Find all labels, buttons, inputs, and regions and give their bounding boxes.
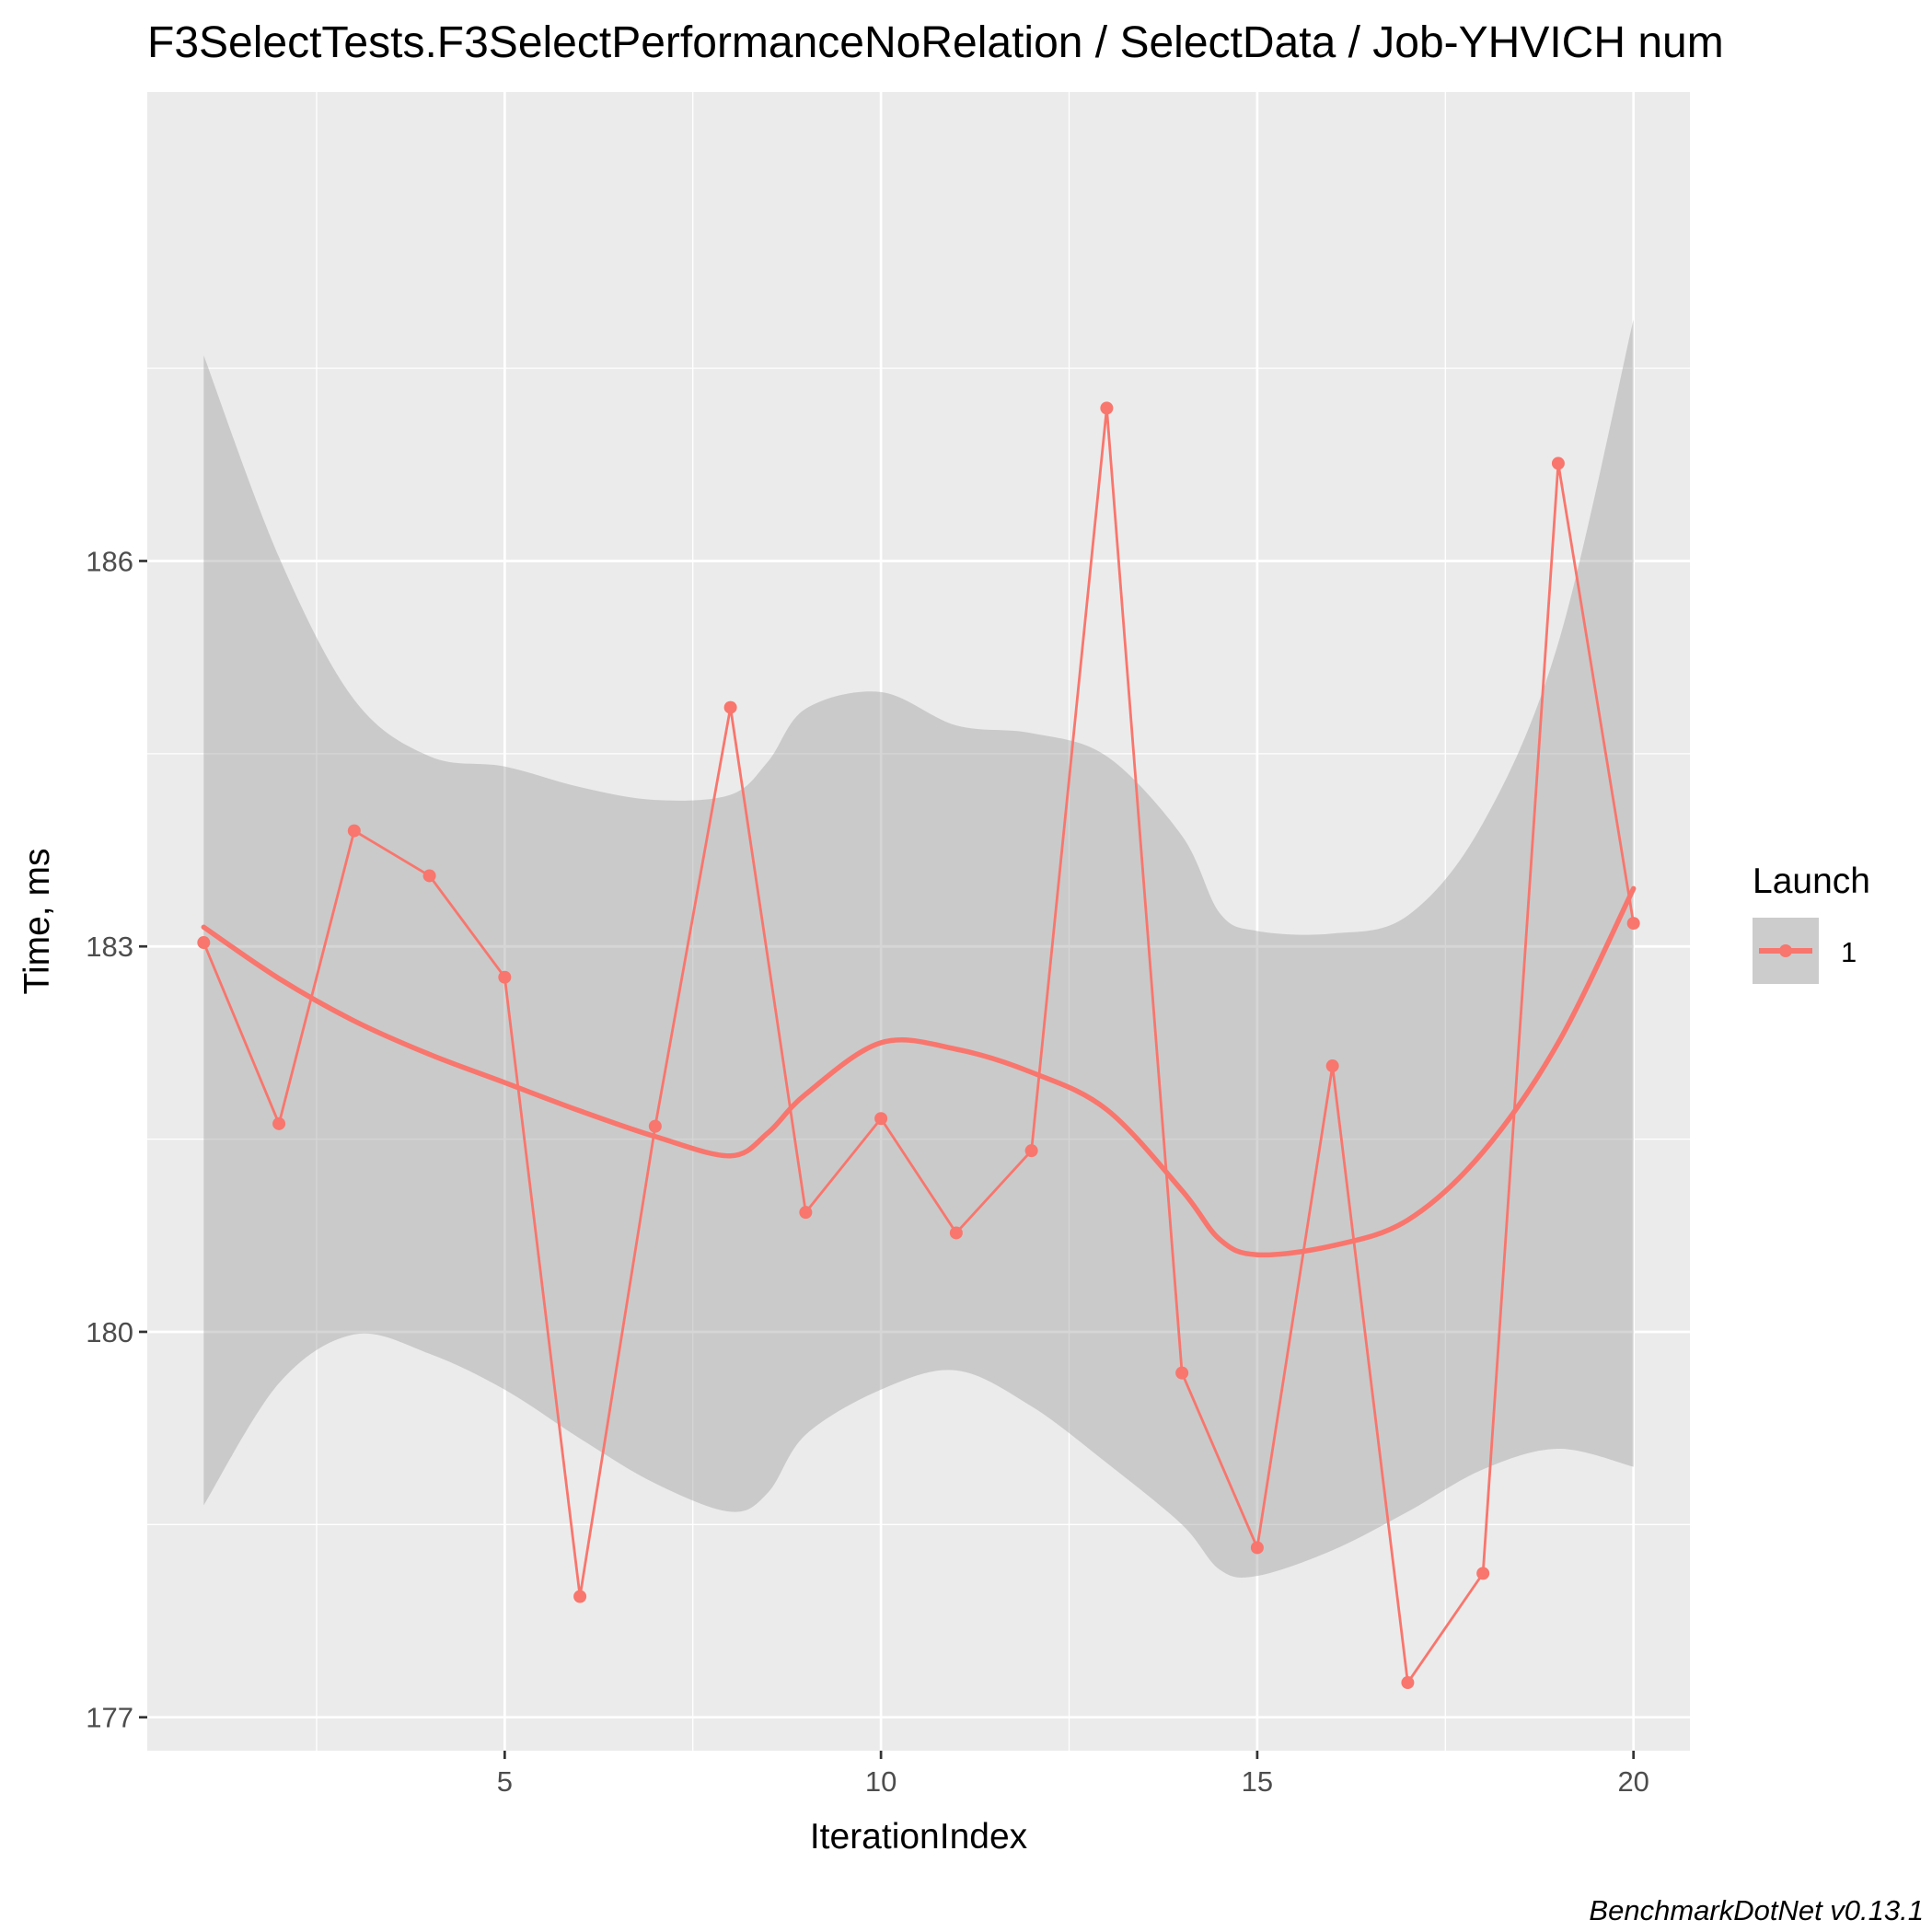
data-point [799, 1206, 813, 1220]
x-tick-label: 10 [865, 1765, 897, 1798]
data-point [1551, 457, 1565, 470]
legend-label: 1 [1841, 936, 1857, 968]
y-tick-label: 180 [86, 1316, 133, 1348]
data-point [1476, 1567, 1490, 1580]
chart-title: F3SelectTests.F3SelectPerformanceNoRelat… [147, 18, 1724, 67]
data-point [949, 1226, 963, 1240]
data-point [1401, 1676, 1415, 1690]
data-point [573, 1590, 587, 1603]
data-point [272, 1116, 286, 1130]
points-layer [197, 401, 1640, 1690]
grid-major [147, 92, 1690, 1751]
data-point [1024, 1144, 1038, 1158]
data-point [1325, 1059, 1339, 1073]
y-tick-label: 183 [86, 931, 133, 963]
data-point [874, 1112, 888, 1126]
legend-title: Launch [1753, 862, 1870, 901]
data-point [347, 824, 361, 838]
data-point [422, 869, 436, 883]
confidence-band [203, 319, 1634, 1578]
x-axis-title: IterationIndex [810, 1817, 1028, 1857]
data-point [1250, 1541, 1264, 1555]
caption: BenchmarkDotNet v0.13.1 [1589, 1894, 1924, 1926]
data-point [1626, 917, 1640, 931]
x-tick-label: 5 [497, 1765, 513, 1798]
confidence-band-area [203, 319, 1634, 1578]
legend: Launch 1 [1753, 862, 1870, 984]
legend-key-point [1779, 944, 1792, 957]
smooth-line [201, 885, 1637, 1258]
y-tick-label: 186 [86, 545, 133, 577]
smooth-layer [201, 885, 1637, 1258]
y-tick-label: 177 [86, 1702, 133, 1734]
data-point [197, 936, 211, 950]
x-tick-label: 20 [1617, 1765, 1649, 1798]
series-layer [202, 406, 1636, 1684]
series-line [202, 406, 1636, 1684]
data-point [1100, 401, 1114, 415]
data-point [498, 970, 512, 984]
data-point [723, 700, 737, 714]
data-point [648, 1119, 662, 1133]
x-tick-label: 15 [1242, 1765, 1273, 1798]
y-axis-title: Time, ms [17, 849, 57, 995]
data-point [1175, 1366, 1189, 1380]
y-axis: 177 180 183 186 [86, 545, 147, 1734]
x-axis: 5 10 15 20 [497, 1751, 1649, 1798]
